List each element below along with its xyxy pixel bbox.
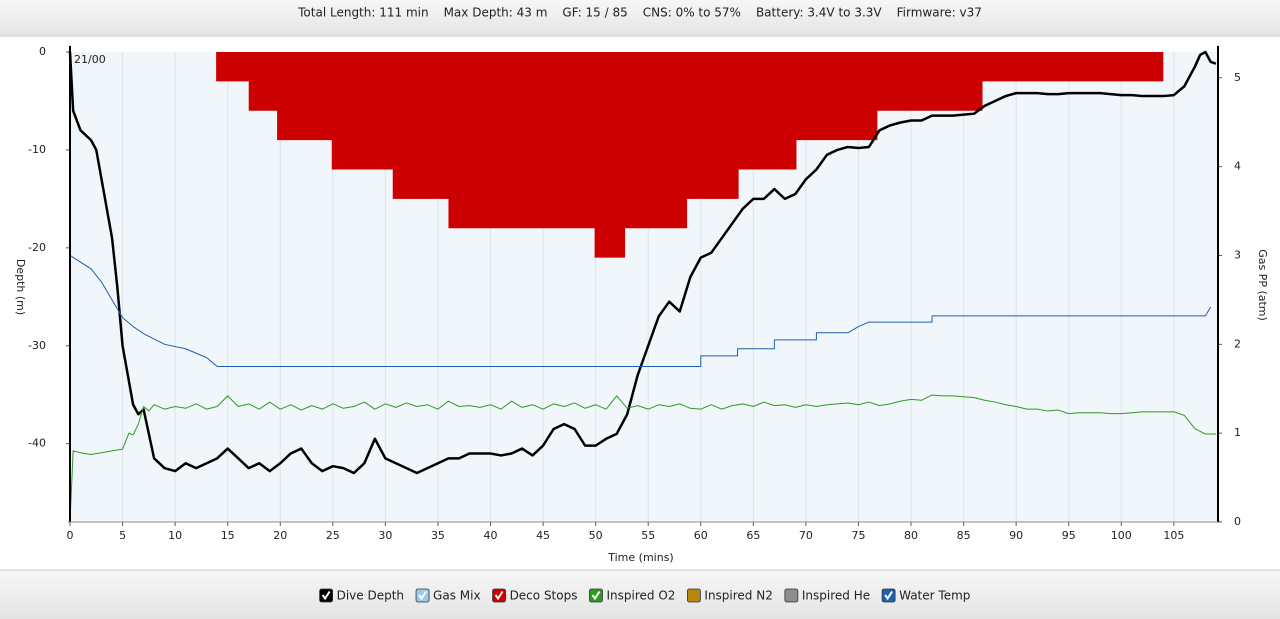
marks: 21/00: [68, 50, 1217, 523]
legend-label[interactable]: Inspired N2: [704, 589, 772, 603]
legend-label[interactable]: Water Temp: [899, 589, 970, 603]
deco-area: [216, 52, 1164, 258]
x-tick-label: 0: [67, 529, 74, 542]
x-tick-label: 35: [431, 529, 445, 542]
legend-check: [591, 590, 601, 601]
x-tick-label: 40: [484, 529, 498, 542]
x-tick-label: 5: [119, 529, 126, 542]
y2-tick-label: 2: [1234, 337, 1241, 350]
x-tick-label: 65: [746, 529, 760, 542]
x-axis-title: Time (mins): [607, 551, 673, 564]
x-tick-label: 10: [168, 529, 182, 542]
x-tick-label: 90: [1009, 529, 1023, 542]
x-tick-label: 60: [694, 529, 708, 542]
y-tick-label: 0: [39, 45, 46, 58]
x-tick-label: 75: [851, 529, 865, 542]
header-item: CNS: 0% to 57%: [643, 6, 741, 20]
y2-tick-label: 0: [1234, 515, 1241, 528]
legend-checkbox[interactable]: [687, 588, 701, 603]
gas-mix-label: 21/00: [74, 53, 106, 66]
legend-label[interactable]: Inspired He: [802, 589, 870, 603]
y2-tick-label: 1: [1234, 426, 1241, 439]
series-line: [68, 50, 1217, 475]
x-tick-label: 30: [378, 529, 392, 542]
header-item: Battery: 3.4V to 3.3V: [756, 6, 882, 20]
legend-label[interactable]: Dive Depth: [337, 589, 404, 603]
x-tick-label: 85: [957, 529, 971, 542]
legend-check: [494, 590, 504, 601]
legend-check: [884, 590, 893, 601]
x-tick-label: 25: [326, 529, 340, 542]
y2-axis-title: Gas PP (atm): [1256, 249, 1269, 321]
x-tick-label: 100: [1111, 529, 1132, 542]
legend-label[interactable]: Deco Stops: [510, 589, 578, 603]
header-item: Firmware: v37: [897, 6, 982, 20]
legend-check: [321, 590, 331, 601]
header-bar: [0, 0, 1280, 36]
y-tick-label: -10: [28, 143, 46, 156]
header-item: GF: 15 / 85: [562, 6, 627, 20]
legend-checkbox[interactable]: [784, 588, 799, 603]
x-tick-label: 70: [799, 529, 813, 542]
y2-tick-label: 3: [1234, 248, 1241, 261]
x-tick-label: 50: [589, 529, 603, 542]
x-tick-label: 55: [641, 529, 655, 542]
legend-bar: [0, 570, 1280, 619]
y-axis-title: Depth (m): [14, 259, 27, 315]
header-item: Total Length: 111 min: [297, 6, 428, 20]
legend-check: [418, 590, 427, 601]
series-line: [69, 255, 1212, 368]
series-line: [69, 394, 1216, 523]
y-tick-label: -20: [28, 241, 46, 254]
x-tick-label: 105: [1163, 529, 1184, 542]
x-tick-label: 95: [1062, 529, 1076, 542]
x-tick-label: 45: [536, 529, 550, 542]
x-tick-label: 80: [904, 529, 918, 542]
x-tick-label: 15: [221, 529, 235, 542]
y2-tick-label: 4: [1234, 160, 1241, 173]
header-item: Max Depth: 43 m: [444, 6, 548, 20]
y2-tick-label: 5: [1234, 71, 1241, 84]
x-tick-label: 20: [273, 529, 287, 542]
y-tick-label: -30: [28, 339, 46, 352]
legend-label[interactable]: Inspired O2: [606, 589, 675, 603]
legend-label[interactable]: Gas Mix: [433, 589, 481, 603]
legend: Dive Depth Gas Mix Deco Stops Inspired O2 In…: [319, 588, 970, 603]
y-tick-label: -40: [28, 437, 46, 450]
header: Total Length: 111 min Max Depth: 43 m GF: …: [297, 6, 982, 20]
